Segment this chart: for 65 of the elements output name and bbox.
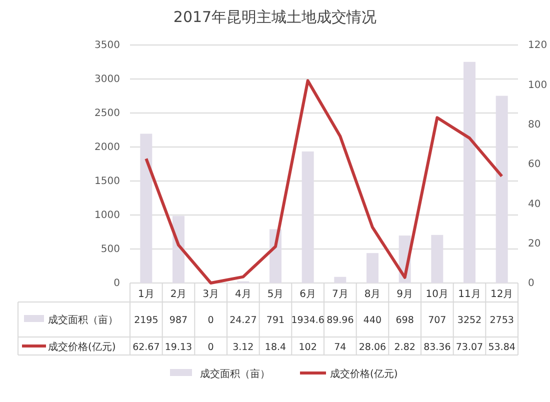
data-label: 0 bbox=[208, 315, 214, 326]
data-label: 2195 bbox=[134, 315, 158, 326]
data-label: 2753 bbox=[490, 315, 514, 326]
text: 成交价格(亿元) bbox=[330, 369, 398, 380]
bar bbox=[302, 151, 314, 283]
y-tick-label: 500 bbox=[100, 244, 120, 256]
data-label: 19.13 bbox=[164, 342, 192, 353]
legend-label: 成交面积（亩） bbox=[48, 314, 118, 326]
line-series bbox=[144, 79, 504, 284]
x-tick-label: 6月 bbox=[300, 289, 316, 300]
x-tick-label: 3月 bbox=[202, 289, 220, 300]
bar bbox=[464, 62, 476, 283]
data-label: 987 bbox=[169, 315, 188, 326]
x-tick-label: 9月 bbox=[396, 289, 414, 300]
y-tick-label: 2000 bbox=[94, 142, 120, 154]
data-label: 53.84 bbox=[488, 342, 516, 353]
y-tick-label: 3500 bbox=[94, 40, 120, 52]
data-label: 62.67 bbox=[132, 342, 160, 353]
x-tick-label: 1月 bbox=[138, 289, 154, 300]
y2-tick-label: 60 bbox=[528, 159, 541, 170]
bar bbox=[366, 253, 378, 283]
data-label: 0 bbox=[208, 342, 214, 353]
x-tick-label: 8月 bbox=[364, 289, 381, 300]
y2-tick-label: 80 bbox=[528, 120, 541, 131]
data-label: 102 bbox=[298, 342, 317, 353]
x-tick-label: 7月 bbox=[332, 289, 348, 300]
bar bbox=[431, 234, 444, 283]
data-label: 18.4 bbox=[264, 342, 286, 353]
data-label: 440 bbox=[363, 315, 382, 326]
bar bbox=[172, 216, 184, 283]
x-tick-label: 10月 bbox=[426, 289, 449, 300]
y-tick-label: 2500 bbox=[94, 108, 120, 120]
y-tick-label: 0 bbox=[114, 278, 120, 290]
bar bbox=[140, 134, 152, 283]
bar bbox=[334, 276, 346, 283]
data-label: 2.82 bbox=[394, 342, 416, 353]
y-tick-label: 1500 bbox=[94, 176, 120, 188]
y-tick-label: 3000 bbox=[94, 74, 120, 86]
data-label: 74 bbox=[334, 342, 346, 353]
data-label: 89.96 bbox=[326, 315, 354, 326]
y-tick-label: 1000 bbox=[94, 210, 120, 222]
legend-label: 成交价格(亿元) bbox=[48, 341, 116, 353]
bar bbox=[496, 96, 508, 283]
x-tick-label: 12月 bbox=[490, 289, 514, 300]
data-label: 83.36 bbox=[424, 342, 451, 353]
data-label: 707 bbox=[428, 315, 446, 326]
y2-tick-label: 20 bbox=[528, 238, 541, 250]
y2-tick-label: 100 bbox=[528, 80, 548, 91]
y2-tick-label: 120 bbox=[528, 40, 548, 52]
data-label: 28.06 bbox=[358, 342, 386, 353]
data-label: 698 bbox=[396, 315, 414, 326]
data-label: 73.07 bbox=[456, 342, 484, 353]
y2-tick-label: 0 bbox=[528, 278, 534, 290]
data-label: 3.12 bbox=[232, 342, 254, 353]
x-tick-label: 11月 bbox=[458, 289, 481, 300]
chart-title: 2017年昆明主城土地成交情况 bbox=[173, 8, 377, 26]
data-label: 1934.6 bbox=[291, 315, 324, 326]
data-label: 3252 bbox=[457, 315, 482, 326]
data-label: 24.27 bbox=[230, 315, 257, 326]
data-label: 791 bbox=[266, 315, 285, 326]
text: 成交面积（亩） bbox=[200, 369, 270, 380]
y2-tick-label: 40 bbox=[528, 198, 541, 210]
x-tick-label: 2月 bbox=[170, 289, 187, 300]
x-tick-label: 5月 bbox=[267, 289, 284, 300]
x-tick-label: 4月 bbox=[234, 289, 252, 300]
